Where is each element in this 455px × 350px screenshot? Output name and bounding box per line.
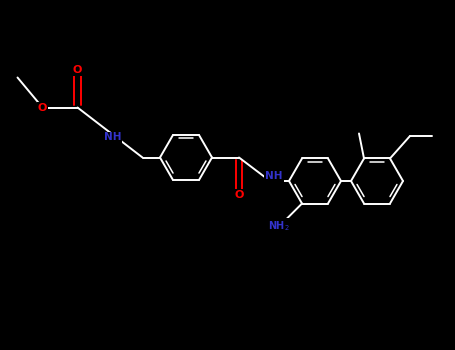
Text: O: O [38,103,47,112]
Text: NH: NH [104,133,121,142]
Text: O: O [234,190,244,200]
Text: NH: NH [265,171,283,181]
Text: O: O [73,65,82,75]
Text: NH$_2$: NH$_2$ [268,219,289,233]
